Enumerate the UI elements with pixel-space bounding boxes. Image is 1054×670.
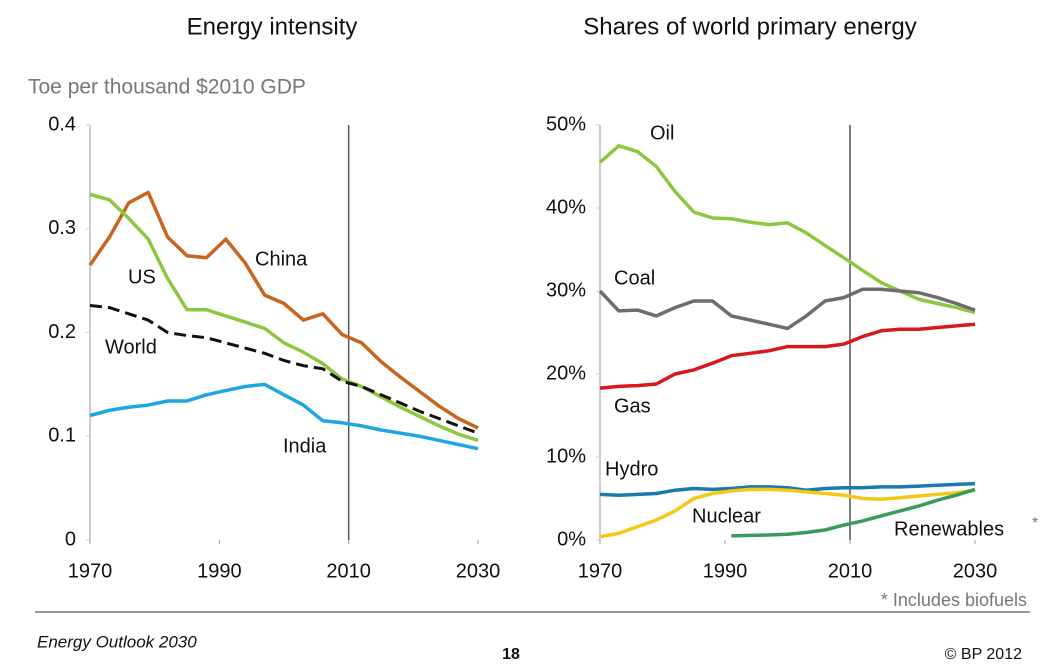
series-line	[89, 304, 479, 435]
series-label: Oil	[650, 122, 674, 144]
page-number: 18	[502, 646, 520, 663]
x-tick-label: 2010	[326, 560, 371, 582]
series-line	[731, 487, 976, 538]
series-line	[89, 382, 479, 451]
series-label: US	[128, 266, 156, 288]
chart-title: Energy intensity	[187, 13, 358, 40]
series-label: Gas	[614, 395, 651, 417]
series-label: Coal	[614, 267, 655, 289]
y-tick-label: 30%	[546, 279, 586, 301]
y-tick-label: 0%	[557, 528, 586, 550]
footnote: * Includes biofuels	[881, 590, 1027, 610]
series-label: India	[283, 435, 327, 457]
series-note-marker: *	[1032, 515, 1038, 532]
series-line	[599, 481, 976, 497]
y-tick-label: 0.3	[48, 217, 76, 239]
series-label: Nuclear	[692, 505, 761, 527]
series-line	[89, 192, 479, 443]
x-tick-label: 1990	[197, 560, 242, 582]
x-tick-label: 1970	[68, 560, 113, 582]
series-line	[599, 322, 976, 390]
series-line	[599, 487, 976, 539]
x-tick-label: 2030	[953, 560, 998, 582]
y-tick-label: 0.2	[48, 321, 76, 343]
x-tick-label: 1970	[578, 560, 623, 582]
y-tick-label: 0	[65, 528, 76, 550]
series-label: China	[255, 248, 308, 270]
y-tick-label: 40%	[546, 196, 586, 218]
y-tick-label: 50%	[546, 113, 586, 135]
y-tick-label: 10%	[546, 445, 586, 467]
y-tick-label: 0.1	[48, 425, 76, 447]
x-tick-label: 2030	[456, 560, 501, 582]
copyright: © BP 2012	[945, 646, 1022, 663]
series-line	[598, 144, 976, 315]
y-axis-label: Toe per thousand $2010 GDP	[28, 76, 306, 99]
series-label: Hydro	[605, 458, 658, 480]
series-label: Renewables	[894, 518, 1004, 540]
series-label: World	[105, 336, 157, 358]
x-tick-label: 2010	[828, 560, 873, 582]
chart-title: Shares of world primary energy	[583, 13, 916, 40]
y-tick-label: 20%	[546, 362, 586, 384]
series-line	[598, 287, 976, 331]
series-line	[88, 190, 479, 430]
x-tick-label: 1990	[703, 560, 748, 582]
publication: Energy Outlook 2030	[37, 632, 197, 651]
y-tick-label: 0.4	[48, 113, 76, 135]
